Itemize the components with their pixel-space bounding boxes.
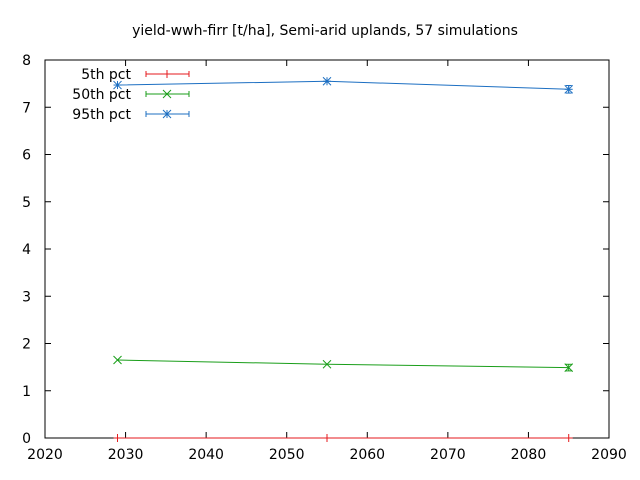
data-point [322,76,332,86]
data-point [113,80,122,90]
x-tick-label: 2030 [108,447,144,463]
legend-label: 5th pct [81,67,131,83]
x-tick-label: 2040 [188,447,224,463]
y-tick-label: 4 [22,242,31,258]
y-tick-label: 3 [22,289,31,305]
x-tick-label: 2050 [269,447,305,463]
y-tick-label: 5 [22,195,31,211]
chart-title: yield-wwh-firr [t/ha], Semi-arid uplands… [132,23,518,39]
y-tick-label: 6 [22,148,31,164]
data-point [323,434,331,442]
legend: 5th pct 50th pct 95th pct [72,67,190,123]
data-point [162,89,172,99]
x-tick-label: 2070 [430,447,466,463]
data-point [564,84,574,94]
y-tick-label: 1 [22,384,31,400]
data-point [113,434,122,442]
data-point [322,359,332,369]
data-point [113,355,122,365]
y-tick-label: 8 [22,53,31,69]
data-point [564,434,573,442]
plot-area [113,76,574,442]
data-point [162,109,172,119]
y-tick-label: 7 [22,100,31,116]
series-line [117,359,569,369]
legend-label: 50th pct [72,87,131,103]
x-tick-label: 2080 [511,447,547,463]
x-tick-label: 2090 [591,447,627,463]
legend-label: 95th pct [72,107,131,123]
data-point [163,70,171,78]
series-line [117,80,569,90]
data-point [564,363,574,372]
x-tick-label: 2060 [349,447,385,463]
y-tick-label: 0 [22,431,31,447]
x-tick-label: 2020 [27,447,63,463]
y-tick-label: 2 [22,337,31,353]
